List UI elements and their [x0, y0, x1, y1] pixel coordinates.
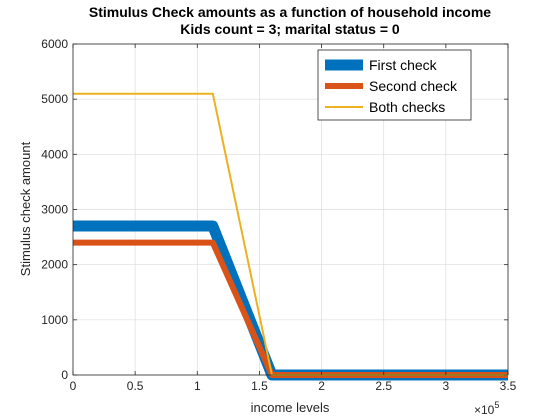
chart-title: Stimulus Check amounts as a function of …: [89, 4, 491, 20]
x-exponent-base: ×10: [474, 403, 495, 417]
legend-label-1: First check: [369, 57, 438, 73]
x-tick-label: 0: [70, 379, 77, 393]
y-tick-label: 1000: [41, 313, 68, 327]
x-tick-label: 3.5: [500, 379, 517, 393]
y-tick-label: 4000: [41, 147, 68, 161]
x-exponent-label: ×105: [474, 400, 499, 417]
axis-ticks: 0 0.5 1 1.5 2 2.5 3 3.5 0 1000 2000 3000 4000 5000 600…: [41, 37, 516, 393]
legend-label-3: Both checks: [369, 99, 445, 115]
x-tick-label: 3: [443, 379, 450, 393]
legend: First check Second check Both checks: [317, 49, 472, 121]
x-exponent-power: 5: [494, 400, 499, 410]
x-tick-label: 1: [194, 379, 201, 393]
x-tick-label: 0.5: [127, 379, 144, 393]
y-tick-label: 2000: [41, 258, 68, 272]
y-tick-label: 3000: [41, 203, 68, 217]
legend-label-2: Second check: [369, 78, 458, 94]
y-axis-label: Stimulus check amount: [18, 141, 33, 276]
x-tick-label: 2: [318, 379, 325, 393]
y-tick-label: 5000: [41, 92, 68, 106]
x-tick-label: 2.5: [375, 379, 392, 393]
x-axis-label: income levels: [251, 400, 330, 415]
x-tick-label: 1.5: [251, 379, 268, 393]
y-tick-label: 0: [61, 368, 68, 382]
y-tick-label: 6000: [41, 37, 68, 51]
chart-subtitle: Kids count = 3; marital status = 0: [180, 21, 400, 37]
